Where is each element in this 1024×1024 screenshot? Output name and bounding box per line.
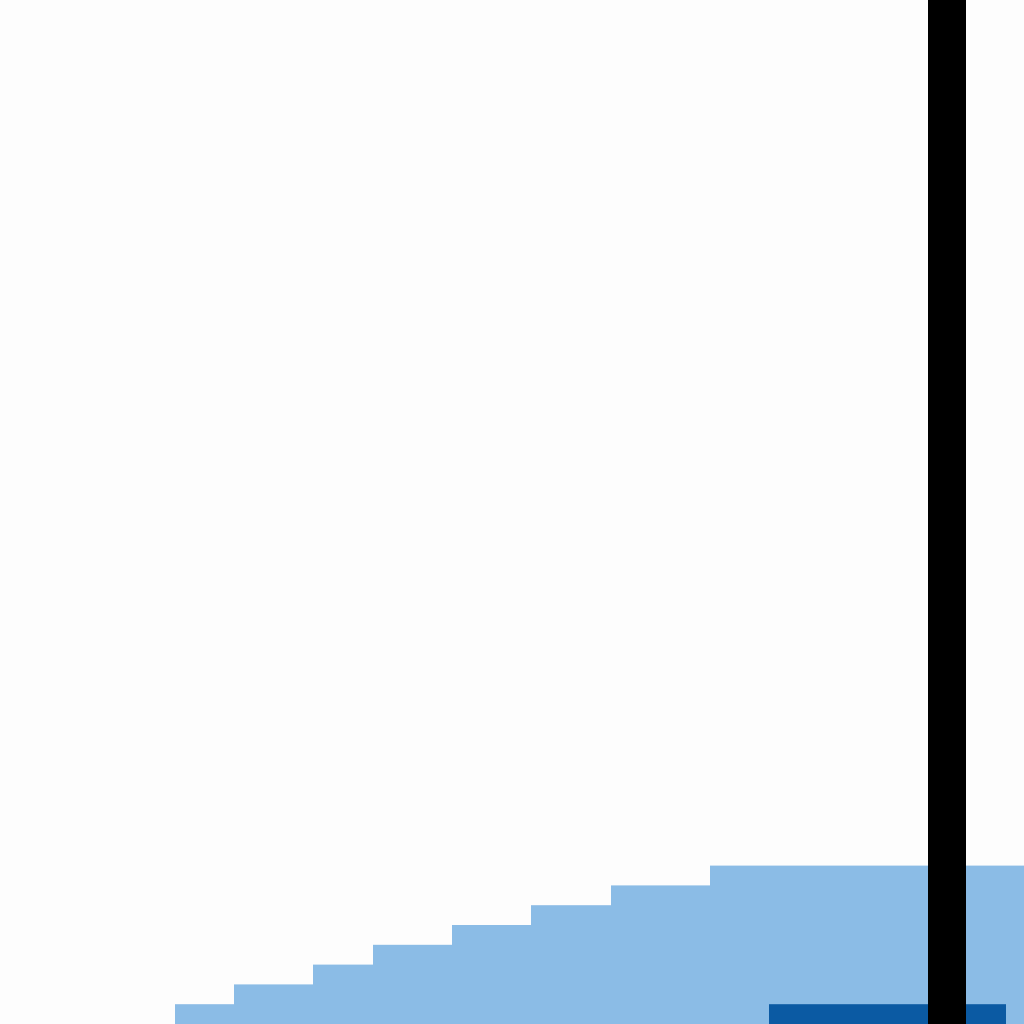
light-step-bar-8 xyxy=(710,865,1024,1024)
light-step-bar-7 xyxy=(611,885,710,1024)
series-layer xyxy=(175,865,1024,1024)
dark-step-bar-1 xyxy=(769,1004,1006,1024)
marker-layer xyxy=(928,0,966,1024)
light-step-bar-4 xyxy=(373,944,452,1024)
light-step-bar-3 xyxy=(313,964,373,1024)
vertical-marker-line xyxy=(928,0,966,1024)
light-step-bar-6 xyxy=(531,905,611,1024)
light-step-bar-2 xyxy=(234,984,313,1024)
light-step-bar-5 xyxy=(452,925,531,1024)
light-step-bar-1 xyxy=(175,1004,234,1024)
